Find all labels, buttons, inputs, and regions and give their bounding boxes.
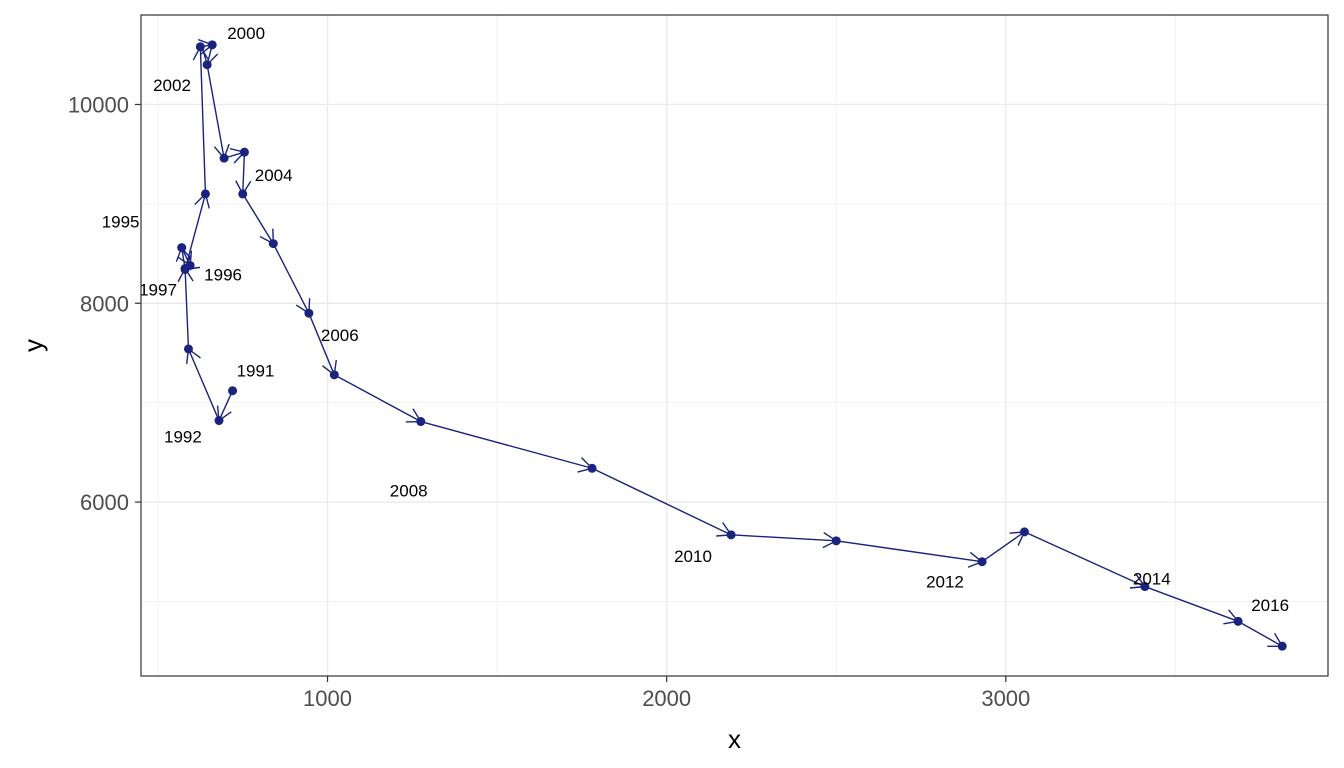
year-label: 1996 <box>204 265 242 284</box>
minor-gridlines <box>141 15 1328 676</box>
data-point <box>329 370 339 380</box>
data-point <box>207 40 217 50</box>
year-label: 1997 <box>139 280 177 299</box>
path-segment <box>218 390 234 421</box>
data-point <box>195 42 205 52</box>
data-point <box>1233 616 1243 626</box>
panel-border <box>140 14 1329 677</box>
path-segment <box>187 348 220 421</box>
path-segment <box>1024 531 1146 588</box>
data-point <box>587 463 597 473</box>
data-point <box>977 557 987 567</box>
year-label: 2014 <box>1133 570 1171 589</box>
axes: 1000 2000 3000 6000 8000 10000 <box>68 92 1030 711</box>
year-label: 2016 <box>1251 596 1289 615</box>
data-point <box>416 417 426 427</box>
path-segment <box>591 467 732 536</box>
data-point <box>1019 527 1029 537</box>
data-point <box>726 530 736 540</box>
data-point <box>1140 582 1150 592</box>
path-segment <box>242 152 246 194</box>
data-point <box>200 189 210 199</box>
data-point <box>214 416 224 426</box>
year-label: 2000 <box>227 24 265 43</box>
path-segment <box>272 243 310 314</box>
x-tick-label: 1000 <box>303 686 352 711</box>
y-tick-label: 6000 <box>80 490 129 515</box>
data-point <box>219 153 229 163</box>
data-point <box>831 536 841 546</box>
data-series <box>175 38 1287 651</box>
path-segment <box>420 420 593 469</box>
x-tick-label: 2000 <box>642 686 691 711</box>
path-segment <box>1237 620 1283 647</box>
path-segment <box>1144 585 1239 622</box>
data-point <box>1277 641 1287 651</box>
major-gridlines <box>141 15 1328 676</box>
data-point <box>183 344 193 354</box>
path-segment <box>242 193 274 244</box>
path-segment <box>981 531 1025 563</box>
year-label: 1991 <box>237 362 275 381</box>
year-label: 2006 <box>321 326 359 345</box>
year-label: 1995 <box>102 213 140 232</box>
x-axis-title: x <box>728 724 741 754</box>
year-label: 2012 <box>926 573 964 592</box>
data-point <box>239 147 249 157</box>
data-point <box>268 239 278 249</box>
point-labels: 1991 1992 1995 1996 1997 2000 2002 2004 2006 2008… <box>102 24 1289 615</box>
y-tick-label: 8000 <box>80 291 129 316</box>
year-label: 2008 <box>390 482 428 501</box>
path-segment <box>199 46 207 194</box>
path-segment <box>184 268 190 350</box>
data-point <box>228 386 238 396</box>
year-label: 2004 <box>255 166 293 185</box>
data-point <box>304 308 314 318</box>
y-axis-title: y <box>18 339 48 352</box>
data-point <box>202 60 212 70</box>
year-label: 2010 <box>674 547 712 566</box>
data-point <box>177 243 187 253</box>
year-label: 2002 <box>153 76 191 95</box>
path-segment <box>184 193 207 270</box>
path-segment <box>333 374 422 423</box>
path-segment <box>308 312 335 376</box>
year-label: 1992 <box>164 428 202 447</box>
data-point <box>238 189 248 199</box>
data-point <box>180 264 190 274</box>
y-tick-label: 10000 <box>68 92 129 117</box>
path-segment <box>731 534 837 542</box>
x-tick-label: 3000 <box>981 686 1030 711</box>
path-segment <box>206 64 225 159</box>
path-segment <box>836 540 983 563</box>
